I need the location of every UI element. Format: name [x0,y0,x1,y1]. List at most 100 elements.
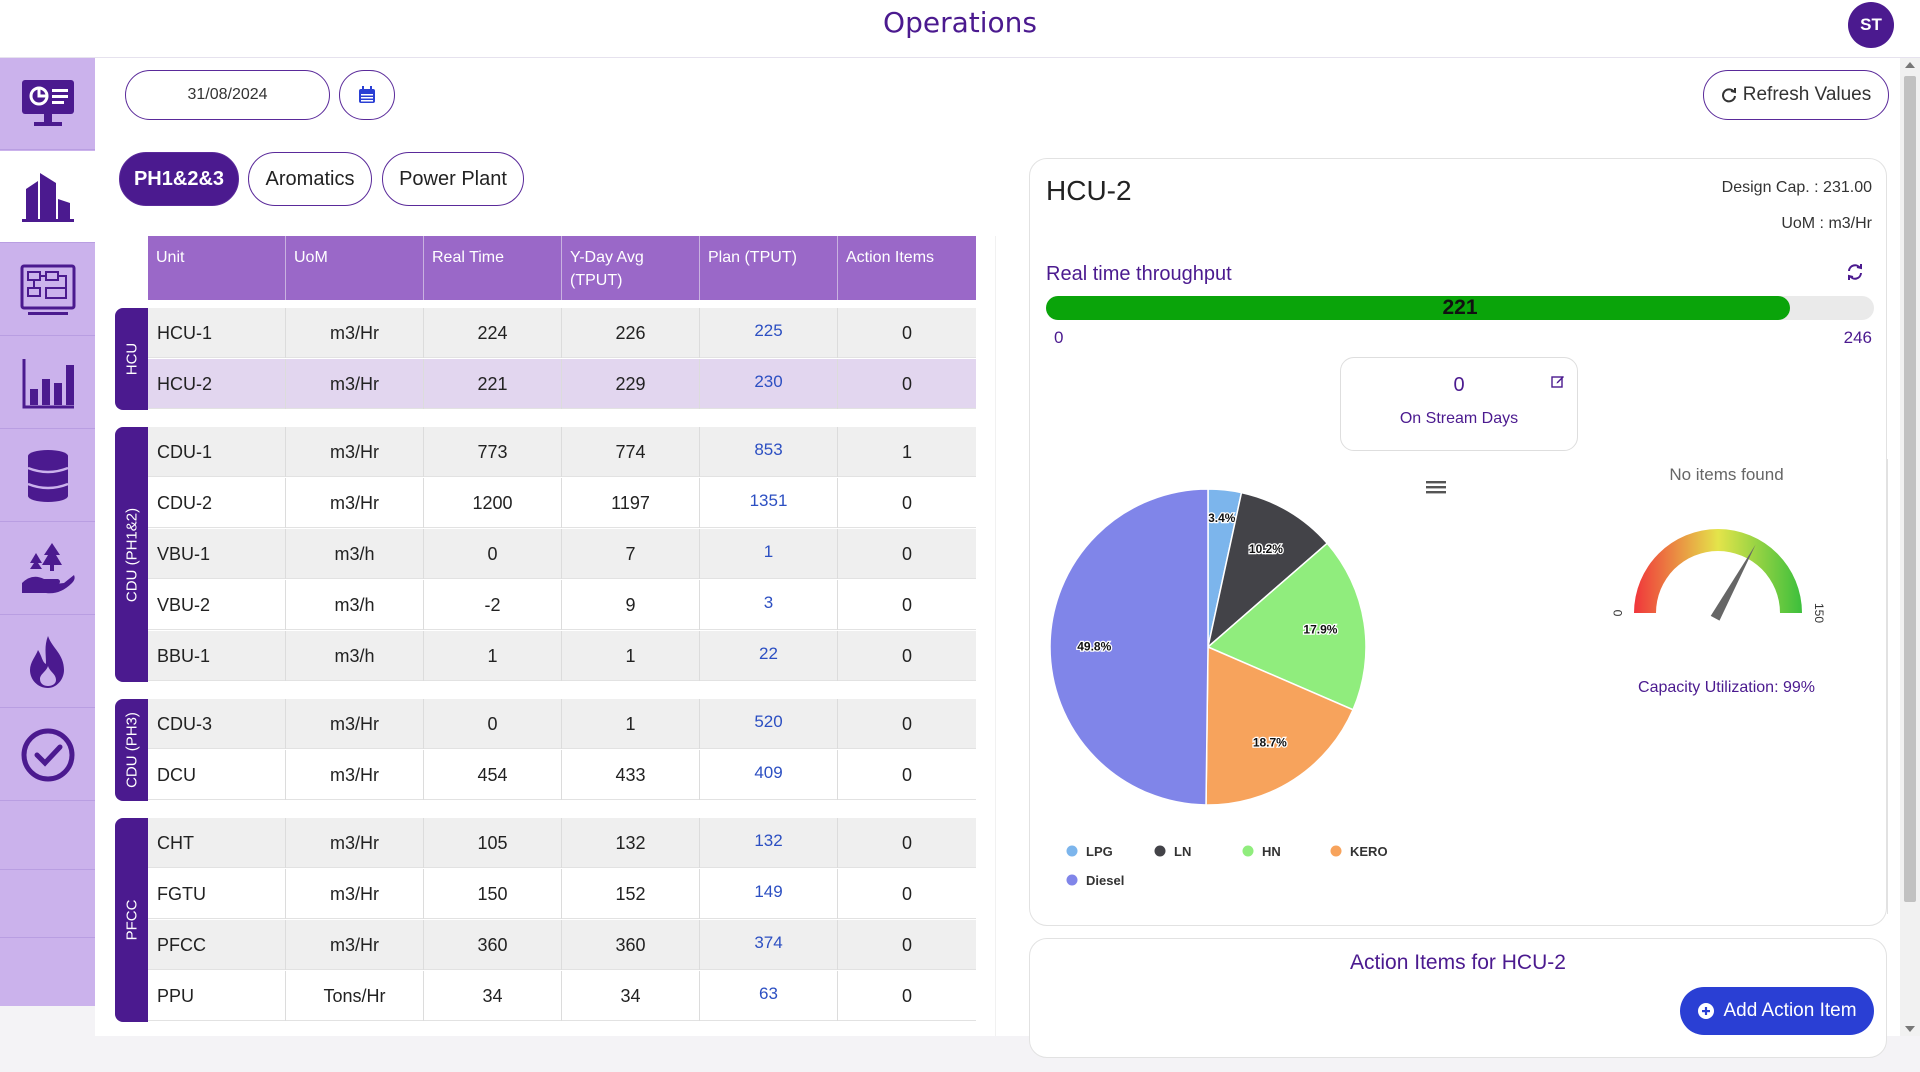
cell-plan[interactable]: 1 [700,529,838,579]
table-row[interactable]: VBU-2 m3/h -2 9 3 0 [148,580,976,630]
refresh-icon [1721,88,1736,103]
user-avatar[interactable]: ST [1848,2,1894,48]
sync-button[interactable] [1846,263,1864,286]
cell-plan[interactable]: 853 [700,427,838,477]
table-row[interactable]: PFCC m3/Hr 360 360 374 0 [148,920,976,970]
sidebar-item-environment[interactable] [0,523,95,615]
cell-plan[interactable]: 409 [700,750,838,800]
cell-plan[interactable]: 230 [700,359,838,409]
pie-slice-ln[interactable] [1206,491,1329,650]
pie-slice-diesel[interactable] [1049,488,1209,806]
table-row[interactable]: CDU-2 m3/Hr 1200 1197 1351 0 [148,478,976,528]
cell-plan[interactable]: 374 [700,920,838,970]
group-label: CDU (PH3) [115,699,148,801]
sidebar-item-dashboard[interactable] [0,58,95,150]
throughput-min: 0 [1054,328,1064,347]
cell-plan[interactable]: 3 [700,580,838,630]
legend-item-ln[interactable]: LN [1154,844,1192,859]
main-panel: 31/08/2024 Refresh Values PH1&2&3 Aromat… [95,58,1900,1058]
unit-title: HCU-2 [1046,175,1132,206]
sidebar-item-schematic[interactable] [0,244,95,336]
chart-menu-button[interactable] [1426,479,1446,500]
cell-real-time: 1 [424,631,562,681]
legend-item-kero[interactable]: KERO [1330,844,1388,859]
edit-icon [1551,376,1564,388]
sidebar-item-tasks[interactable] [0,709,95,801]
capacity-panel: No items found 0 150 Capacity Utilizatio… [1566,459,1888,914]
legend-marker [1330,845,1342,857]
legend-item-diesel[interactable]: Diesel [1066,873,1125,888]
table-row[interactable]: HCU-1 m3/Hr 224 226 225 0 [148,308,976,358]
table-row[interactable]: HCU-2 m3/Hr 221 229 230 0 [148,359,976,409]
flame-icon [29,635,64,688]
tab-aromatics[interactable]: Aromatics [248,152,372,206]
cell-plan[interactable]: 149 [700,869,838,919]
group-label: HCU [115,308,148,410]
cell-plan[interactable]: 22 [700,631,838,681]
column-header-action-items: Action Items [846,249,935,266]
cell-plan[interactable]: 63 [700,971,838,1021]
scroll-up-arrow[interactable] [1905,62,1915,68]
add-action-item-button[interactable]: Add Action Item [1680,987,1874,1035]
page-scrollbar[interactable] [1900,58,1920,1036]
legend-label: KERO [1350,844,1388,859]
page-scroll-thumb[interactable] [1904,76,1916,902]
pie-slice-kero[interactable] [1205,645,1354,806]
cell-uom: m3/Hr [286,478,424,528]
on-stream-days-value: 0 [1453,374,1465,396]
table-row[interactable]: DCU m3/Hr 454 433 409 0 [148,750,976,800]
on-stream-days-card: 0 On Stream Days [1340,357,1578,451]
calendar-button[interactable] [339,70,395,120]
column-header-plan: Plan (TPUT) [700,236,838,300]
scroll-down-arrow[interactable] [1905,1026,1915,1032]
throughput-label: Real time throughput [1046,263,1232,285]
sidebar-item-plant[interactable] [0,151,95,243]
table-scrollbar[interactable] [995,236,996,1036]
on-stream-days-label: On Stream Days [1399,410,1519,427]
pie-data-label: 17.9% [1303,623,1337,637]
cell-uom: m3/h [286,529,424,579]
group-label-text: CDU (PH1&2) [123,507,140,602]
tab-ph123[interactable]: PH1&2&3 [119,152,239,206]
pie-slice-hn[interactable] [1206,542,1367,711]
cell-uom: Tons/Hr [286,971,424,1021]
refresh-values-button[interactable]: Refresh Values [1703,70,1889,120]
environment-hand-icon [21,542,75,593]
action-items-card: Action Items for HCU-2 Add Action Item [1029,938,1887,1058]
table-row[interactable]: CHT m3/Hr 105 132 132 0 [148,818,976,868]
legend-item-lpg[interactable]: LPG [1066,844,1113,859]
cell-plan[interactable]: 132 [700,818,838,868]
gauge-arc [1634,529,1802,613]
sidebar-empty-slot [0,802,95,870]
cell-real-time: -2 [424,580,562,630]
table-row[interactable]: FGTU m3/Hr 150 152 149 0 [148,869,976,919]
sidebar-item-flare[interactable] [0,616,95,708]
table-row[interactable]: CDU-1 m3/Hr 773 774 853 1 [148,427,976,477]
cell-action-items: 0 [901,646,912,666]
cell-plan[interactable]: 225 [700,308,838,358]
cell-unit: CHT [148,818,286,868]
date-input[interactable]: 31/08/2024 [125,70,330,120]
tab-power-plant[interactable]: Power Plant [382,152,524,206]
cell-real-time: 221 [424,359,562,409]
refresh-values-label: Refresh Values [1742,84,1872,105]
table-row[interactable]: CDU-3 m3/Hr 0 1 520 0 [148,699,976,749]
cell-plan[interactable]: 1351 [700,478,838,528]
cell-unit: FGTU [148,869,286,919]
cell-plan[interactable]: 520 [700,699,838,749]
cell-yday-avg: 34 [562,971,700,1021]
sidebar-item-reports[interactable] [0,337,95,429]
hamburger-menu-icon [1426,481,1446,494]
edit-on-stream-days-button[interactable] [1551,374,1565,393]
table-row[interactable]: PPU Tons/Hr 34 34 63 0 [148,971,976,1021]
cell-uom: m3/Hr [286,750,424,800]
cell-unit: HCU-2 [148,359,286,409]
table-row[interactable]: BBU-1 m3/h 1 1 22 0 [148,631,976,681]
cell-unit: PFCC [148,920,286,970]
sidebar-item-storage[interactable] [0,430,95,522]
table-row[interactable]: VBU-1 m3/h 0 7 1 0 [148,529,976,579]
legend-marker [1066,845,1078,857]
cell-uom: m3/Hr [286,308,424,358]
table-header: Unit UoM Real Time Y-Day Avg (TPUT) Plan… [148,236,976,300]
legend-item-hn[interactable]: HN [1242,844,1281,859]
